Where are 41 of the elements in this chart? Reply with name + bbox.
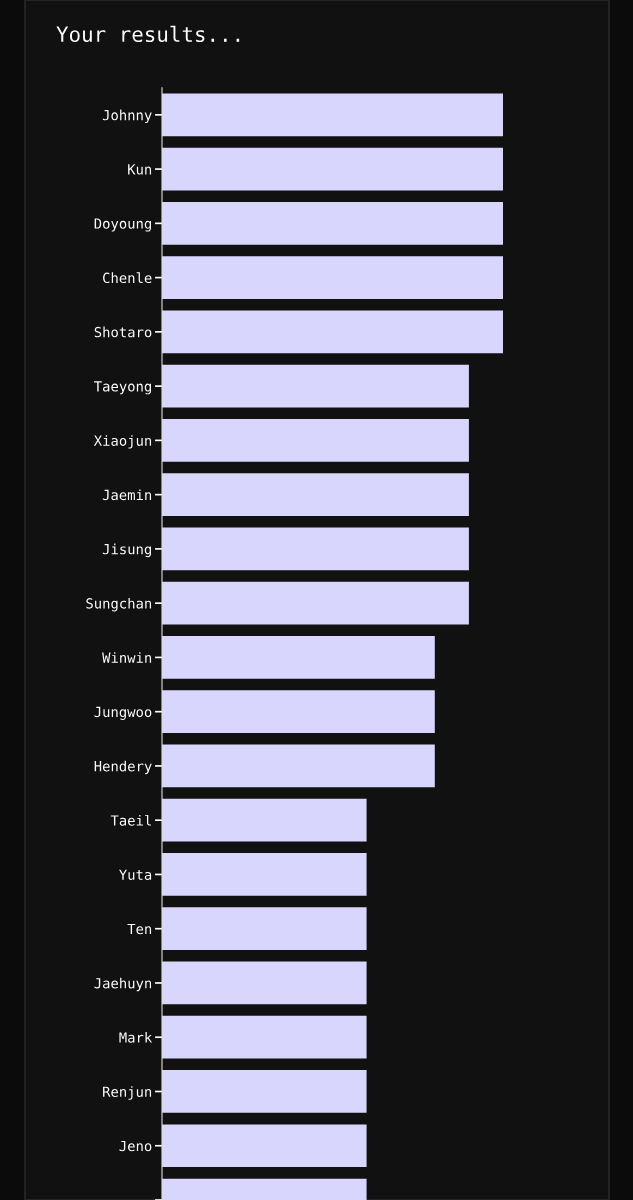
y-tick-label: Jaehuyn: [94, 977, 152, 992]
y-tick-label: Jisung: [102, 543, 151, 558]
bar: [162, 690, 435, 734]
bar: [162, 527, 469, 571]
y-tick-label: Jaemin: [102, 489, 152, 501]
chart-title: Your results...: [56, 25, 240, 43]
bar: [162, 961, 367, 1005]
bar: [162, 1124, 367, 1168]
y-tick-label: Winwin: [102, 652, 152, 663]
bar: [162, 201, 503, 245]
bar: [162, 636, 435, 679]
y-tick-label: Mark: [119, 1031, 153, 1043]
bar: [162, 581, 469, 625]
y-tick-label: Xiaojun: [93, 435, 152, 449]
y-tick-label: Johnny: [102, 109, 152, 124]
bar: [162, 310, 503, 354]
y-tick-label: Doyoung: [94, 218, 151, 232]
bar: [162, 853, 367, 896]
y-tick-label: Kun: [128, 164, 152, 175]
bar: [162, 256, 503, 299]
bar: [162, 1015, 367, 1059]
y-tick-label: Sungchan: [86, 597, 152, 612]
y-tick-label: Taeil: [110, 814, 151, 826]
y-tick-label: Shotaro: [94, 326, 152, 338]
y-tick-label: Chenle: [103, 272, 152, 284]
bar: [162, 744, 435, 788]
bar: [162, 1070, 367, 1113]
y-tick-label: Jeno: [119, 1140, 152, 1152]
bar: [162, 364, 469, 408]
bar: [162, 419, 469, 462]
y-tick-label: Renjun: [103, 1086, 152, 1100]
y-tick-label: Yuta: [119, 869, 152, 880]
y-tick-label: Taeyong: [94, 381, 151, 395]
bar: [162, 907, 367, 951]
y-tick-label: Ten: [127, 923, 152, 935]
bar: [162, 93, 503, 137]
bar: [162, 798, 367, 842]
bar: [162, 473, 469, 516]
y-tick-label: Jungwoo: [94, 706, 152, 720]
bar: [162, 147, 503, 191]
y-tick-label: Hendery: [94, 760, 152, 775]
